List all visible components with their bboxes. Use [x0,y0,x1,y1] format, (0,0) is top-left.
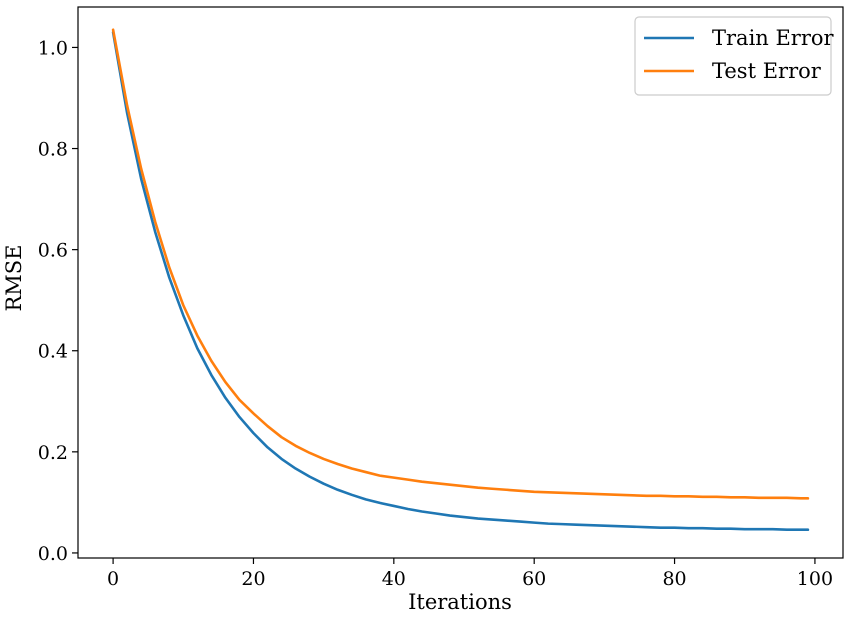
x-tick-label: 0 [107,568,119,590]
y-tick-label: 0.2 [38,442,68,464]
series-line-1 [111,28,810,500]
x-tick-label: 60 [522,568,546,590]
x-axis-title: Iterations [408,590,512,614]
plot-frame [77,6,844,559]
series-line-0 [111,30,810,531]
x-tick-label: 80 [662,568,686,590]
y-tick-label: 0.6 [38,240,68,262]
x-tick-label: 40 [382,568,406,590]
legend-label-1: Test Error [712,59,822,83]
axes-layer: 0 20 40 60 80 100 0.0 0.2 0.4 0.6 0.8 1.0 [38,6,844,590]
y-tick-label: 0.4 [38,341,68,363]
y-axis-title: RMSE [2,244,26,311]
legend-label-0: Train Error [712,26,835,50]
y-tick-label: 0.0 [38,543,68,565]
y-tick-label: 0.8 [38,139,68,161]
series-layer [111,28,810,531]
x-tick-label: 100 [797,568,833,590]
legend: Train Error Test Error [634,16,835,96]
x-tick-label: 20 [241,568,265,590]
y-tick-label: 1.0 [38,37,68,59]
legend-box [634,16,832,96]
